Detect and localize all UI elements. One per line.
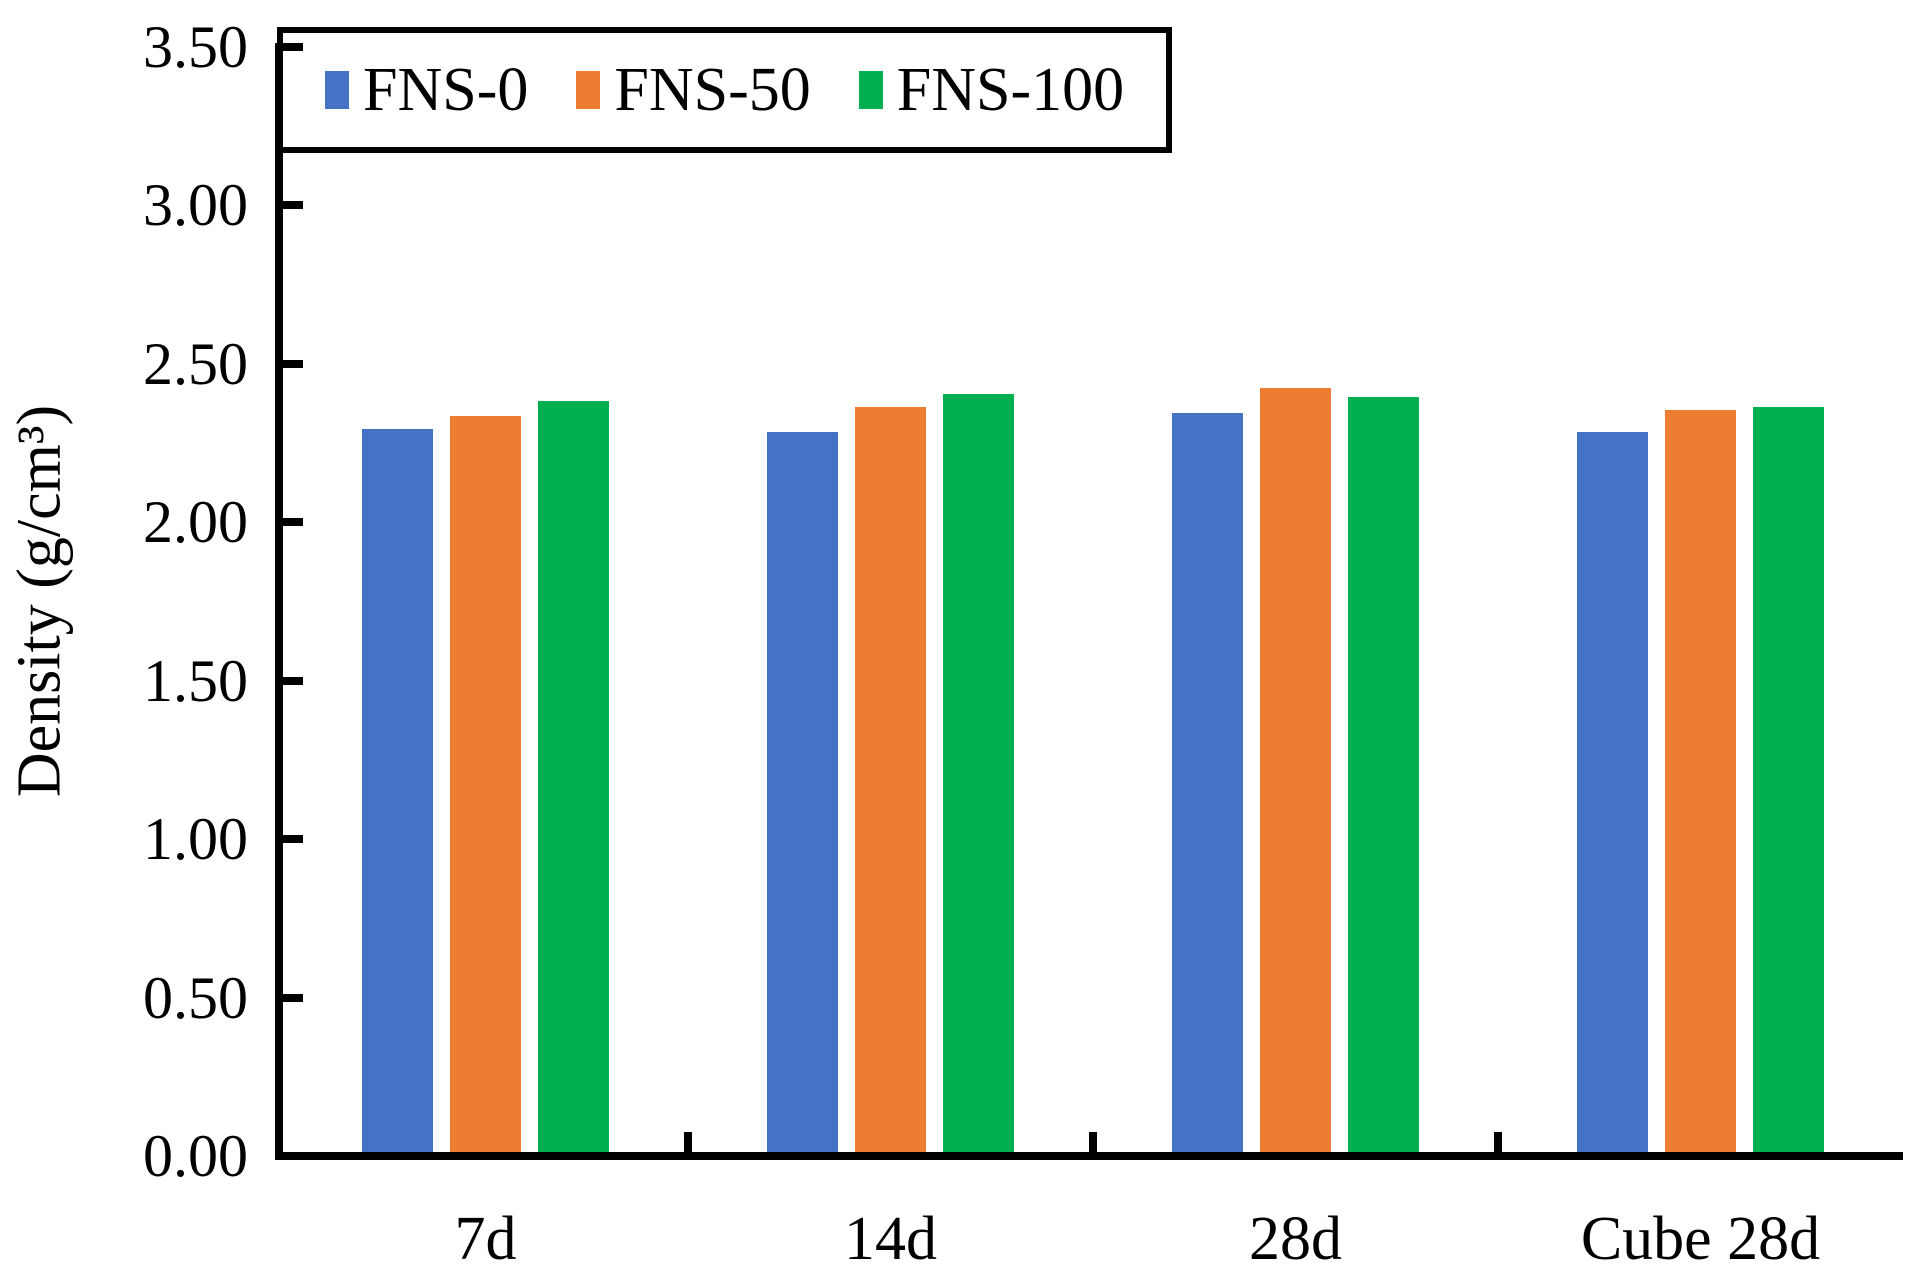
legend-swatch-icon: [325, 71, 349, 109]
legend-swatch-icon: [858, 71, 883, 109]
bar-Cube 28d-FNS-50: [1665, 410, 1736, 1152]
y-tick-label: 1.50: [143, 647, 248, 714]
y-tick-label: 2.50: [143, 330, 248, 397]
x-tick: [684, 1132, 692, 1152]
bar-28d-FNS-100: [1348, 397, 1419, 1152]
bar-14d-FNS-100: [943, 394, 1014, 1152]
legend-item-FNS-100: FNS-100: [858, 56, 1125, 124]
x-category-label: 14d: [844, 1205, 937, 1273]
legend-item-FNS-0: FNS-0: [325, 59, 528, 121]
y-tick-label: 3.00: [143, 172, 248, 239]
bar-14d-FNS-0: [767, 432, 838, 1152]
legend-label: FNS-50: [614, 56, 811, 124]
x-tick: [1089, 1132, 1097, 1152]
y-axis-title: Density (g/cm³): [5, 404, 74, 798]
y-tick: [283, 676, 303, 685]
legend-label: FNS-0: [363, 56, 529, 124]
x-category-label: Cube 28d: [1580, 1205, 1821, 1273]
bar-7d-FNS-50: [450, 416, 521, 1152]
y-tick-label: 3.50: [143, 14, 248, 80]
y-tick: [283, 993, 303, 1002]
x-tick: [1494, 1132, 1502, 1152]
y-tick: [283, 835, 303, 844]
y-tick-label: 1.00: [143, 806, 248, 873]
x-category-label: 28d: [1249, 1205, 1342, 1273]
legend-item-FNS-50: FNS-50: [576, 56, 811, 124]
y-tick-label: 0.50: [143, 964, 248, 1031]
bar-7d-FNS-100: [538, 400, 609, 1152]
bar-Cube 28d-FNS-0: [1577, 432, 1648, 1152]
y-axis-line: [275, 43, 283, 1160]
y-tick: [283, 201, 303, 210]
bar-7d-FNS-0: [362, 429, 433, 1152]
bar-Cube 28d-FNS-100: [1753, 406, 1824, 1152]
y-tick-label: 0.00: [143, 1123, 248, 1189]
legend-label: FNS-100: [896, 56, 1125, 124]
bar-28d-FNS-50: [1260, 387, 1331, 1152]
y-tick: [283, 518, 303, 527]
legend-swatch-icon: [576, 71, 601, 109]
bar-28d-FNS-0: [1172, 413, 1243, 1152]
y-tick-label: 2.00: [143, 489, 248, 556]
bar-14d-FNS-50: [855, 406, 926, 1152]
x-axis-line: [275, 1152, 1903, 1160]
legend: FNS-0 FNS-50 FNS-100: [277, 27, 1173, 153]
y-tick: [283, 43, 303, 51]
x-category-label: 7d: [454, 1205, 517, 1273]
y-tick: [283, 359, 303, 368]
